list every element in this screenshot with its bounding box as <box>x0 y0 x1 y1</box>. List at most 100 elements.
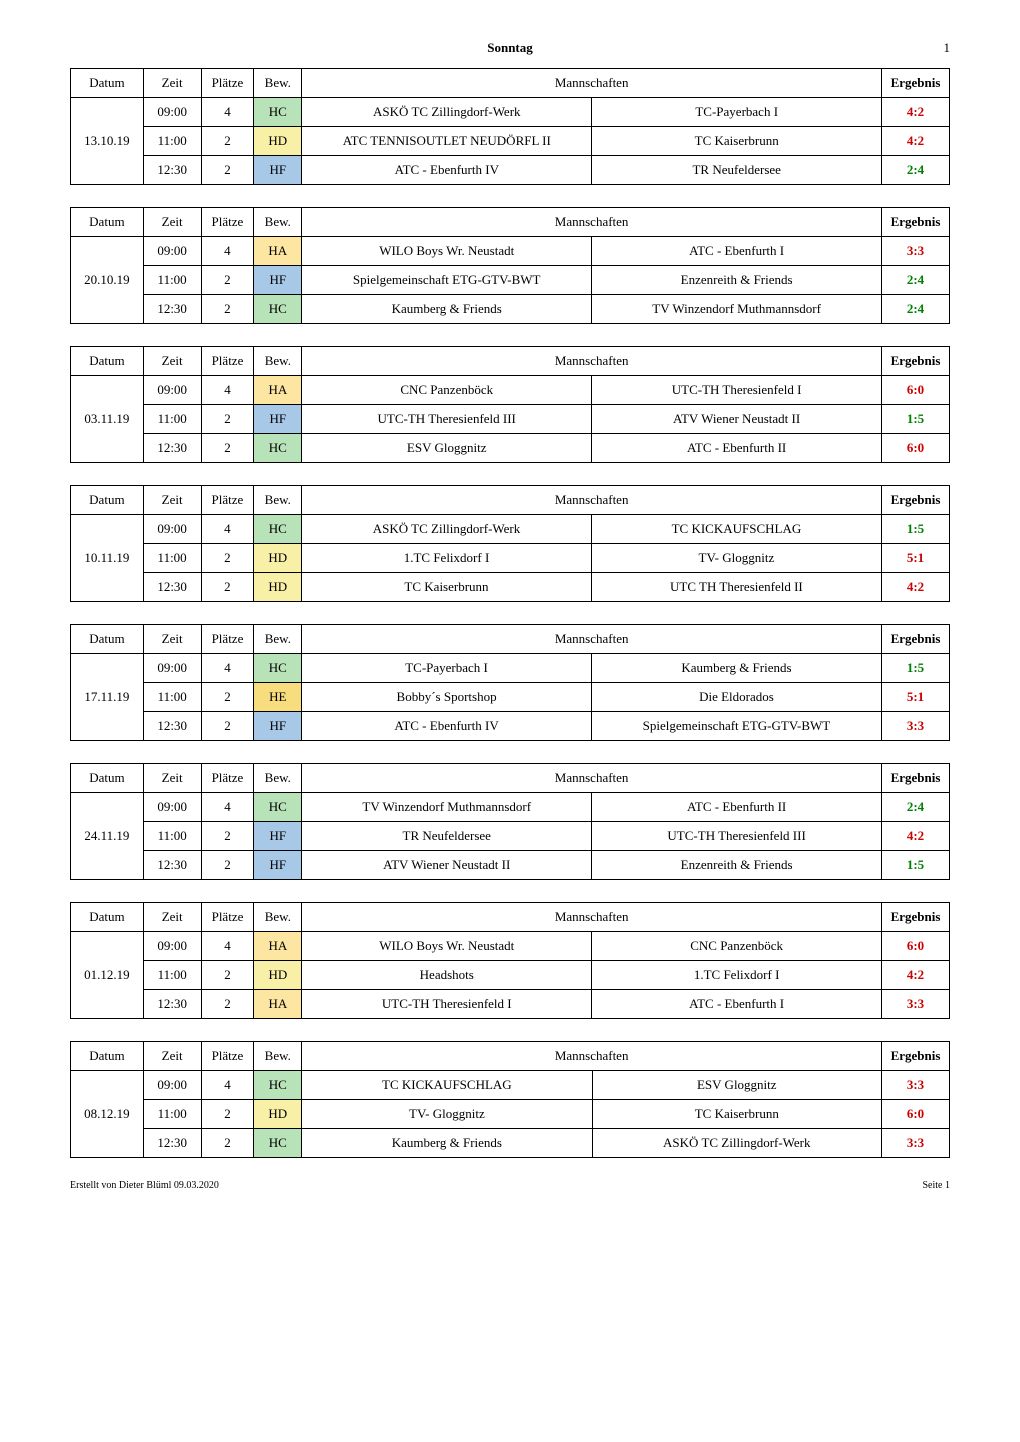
cell-plaetze: 4 <box>201 654 254 683</box>
cell-zeit: 11:00 <box>143 683 201 712</box>
cell-team2: TV- Gloggnitz <box>591 544 881 573</box>
cell-ergebnis: 4:2 <box>882 98 950 127</box>
cell-team2: Spielgemeinschaft ETG-GTV-BWT <box>591 712 881 741</box>
cell-team2: ESV Gloggnitz <box>592 1071 882 1100</box>
table-header-row: DatumZeitPlätzeBew.MannschaftenErgebnis <box>71 486 950 515</box>
cell-bew: HD <box>254 573 302 602</box>
cell-zeit: 12:30 <box>143 295 201 324</box>
cell-zeit: 11:00 <box>143 544 201 573</box>
header-ergebnis: Ergebnis <box>882 764 950 793</box>
header-ergebnis: Ergebnis <box>882 903 950 932</box>
cell-team1: Spielgemeinschaft ETG-GTV-BWT <box>302 266 592 295</box>
cell-bew: HD <box>254 961 302 990</box>
cell-plaetze: 2 <box>201 544 254 573</box>
cell-plaetze: 2 <box>201 405 254 434</box>
table-row: 17.11.1909:004HCTC-Payerbach IKaumberg &… <box>71 654 950 683</box>
header-bew: Bew. <box>254 903 302 932</box>
cell-ergebnis: 5:1 <box>882 544 950 573</box>
header-zeit: Zeit <box>143 208 201 237</box>
cell-team1: ATV Wiener Neustadt II <box>302 851 592 880</box>
match-table: DatumZeitPlätzeBew.MannschaftenErgebnis2… <box>70 207 950 324</box>
table-row: 24.11.1909:004HCTV Winzendorf Muthmannsd… <box>71 793 950 822</box>
header-bew: Bew. <box>254 486 302 515</box>
cell-ergebnis: 1:5 <box>882 515 950 544</box>
header-datum: Datum <box>71 347 144 376</box>
cell-bew: HF <box>254 405 302 434</box>
cell-team2: Enzenreith & Friends <box>592 851 882 880</box>
table-row: 12:302HAUTC-TH Theresienfeld IATC - Eben… <box>71 990 950 1019</box>
cell-zeit: 09:00 <box>143 793 201 822</box>
header-datum: Datum <box>71 69 144 98</box>
cell-zeit: 12:30 <box>143 1129 201 1158</box>
cell-bew: HF <box>254 266 302 295</box>
cell-plaetze: 2 <box>201 712 254 741</box>
header-mannschaften: Mannschaften <box>302 1042 882 1071</box>
header-mannschaften: Mannschaften <box>302 764 882 793</box>
cell-plaetze: 2 <box>201 156 254 185</box>
cell-zeit: 12:30 <box>143 712 201 741</box>
cell-zeit: 11:00 <box>143 405 201 434</box>
cell-datum: 03.11.19 <box>71 376 144 463</box>
cell-zeit: 09:00 <box>143 654 201 683</box>
cell-bew: HE <box>254 683 302 712</box>
cell-datum: 17.11.19 <box>71 654 144 741</box>
cell-datum: 01.12.19 <box>71 932 144 1019</box>
cell-bew: HF <box>254 712 302 741</box>
table-header-row: DatumZeitPlätzeBew.MannschaftenErgebnis <box>71 625 950 654</box>
cell-team2: UTC TH Theresienfeld II <box>591 573 881 602</box>
match-table: DatumZeitPlätzeBew.MannschaftenErgebnis1… <box>70 624 950 741</box>
cell-team1: ATC - Ebenfurth IV <box>302 156 592 185</box>
cell-team1: Kaumberg & Friends <box>302 295 592 324</box>
cell-ergebnis: 6:0 <box>882 1100 950 1129</box>
cell-datum: 08.12.19 <box>71 1071 144 1158</box>
cell-zeit: 11:00 <box>143 127 201 156</box>
cell-plaetze: 4 <box>201 1071 254 1100</box>
table-row: 10.11.1909:004HCASKÖ TC Zillingdorf-Werk… <box>71 515 950 544</box>
cell-zeit: 09:00 <box>143 515 201 544</box>
cell-team2: ATC - Ebenfurth II <box>592 793 882 822</box>
cell-ergebnis: 1:5 <box>882 405 950 434</box>
header-datum: Datum <box>71 625 144 654</box>
cell-bew: HC <box>254 793 302 822</box>
cell-zeit: 11:00 <box>143 822 201 851</box>
table-row: 11:002HDTV- GloggnitzTC Kaiserbrunn6:0 <box>71 1100 950 1129</box>
header-zeit: Zeit <box>143 486 201 515</box>
cell-team2: TC Kaiserbrunn <box>592 1100 882 1129</box>
cell-plaetze: 4 <box>201 237 254 266</box>
cell-ergebnis: 2:4 <box>882 266 950 295</box>
header-datum: Datum <box>71 486 144 515</box>
cell-team2: ATV Wiener Neustadt II <box>592 405 882 434</box>
cell-team2: Die Eldorados <box>591 683 881 712</box>
cell-team1: Headshots <box>302 961 592 990</box>
header-bew: Bew. <box>254 625 302 654</box>
header-plaetze: Plätze <box>201 347 254 376</box>
cell-team2: ATC - Ebenfurth I <box>592 990 882 1019</box>
cell-zeit: 09:00 <box>143 376 201 405</box>
header-ergebnis: Ergebnis <box>882 486 950 515</box>
header-plaetze: Plätze <box>201 69 254 98</box>
cell-team1: ESV Gloggnitz <box>302 434 592 463</box>
cell-zeit: 12:30 <box>143 434 201 463</box>
table-header-row: DatumZeitPlätzeBew.MannschaftenErgebnis <box>71 1042 950 1071</box>
footer-right: Seite 1 <box>923 1180 951 1191</box>
table-row: 12:302HCESV GloggnitzATC - Ebenfurth II6… <box>71 434 950 463</box>
cell-datum: 13.10.19 <box>71 98 144 185</box>
table-row: 20.10.1909:004HAWILO Boys Wr. NeustadtAT… <box>71 237 950 266</box>
cell-zeit: 09:00 <box>143 932 201 961</box>
cell-bew: HF <box>254 156 302 185</box>
header-zeit: Zeit <box>143 69 201 98</box>
cell-team1: TC-Payerbach I <box>302 654 592 683</box>
table-row: 03.11.1909:004HACNC PanzenböckUTC-TH The… <box>71 376 950 405</box>
cell-team2: ATC - Ebenfurth II <box>592 434 882 463</box>
cell-plaetze: 2 <box>201 266 254 295</box>
table-row: 12:302HFATV Wiener Neustadt IIEnzenreith… <box>71 851 950 880</box>
match-table: DatumZeitPlätzeBew.MannschaftenErgebnis0… <box>70 902 950 1019</box>
cell-ergebnis: 2:4 <box>882 295 950 324</box>
cell-team1: ASKÖ TC Zillingdorf-Werk <box>302 515 592 544</box>
table-row: 12:302HCKaumberg & FriendsTV Winzendorf … <box>71 295 950 324</box>
cell-bew: HC <box>254 295 302 324</box>
cell-team1: TC KICKAUFSCHLAG <box>302 1071 592 1100</box>
cell-team1: Kaumberg & Friends <box>302 1129 592 1158</box>
cell-plaetze: 2 <box>201 822 254 851</box>
cell-datum: 20.10.19 <box>71 237 144 324</box>
